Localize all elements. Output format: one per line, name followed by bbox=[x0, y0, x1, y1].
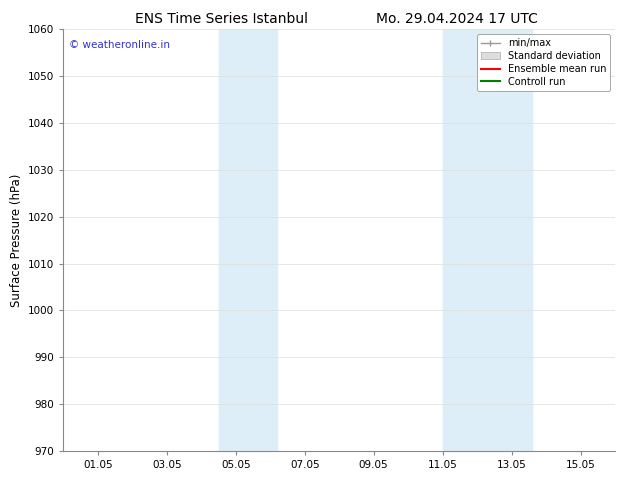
Bar bbox=[443, 29, 533, 451]
Legend: min/max, Standard deviation, Ensemble mean run, Controll run: min/max, Standard deviation, Ensemble me… bbox=[477, 34, 610, 91]
Text: Mo. 29.04.2024 17 UTC: Mo. 29.04.2024 17 UTC bbox=[375, 12, 538, 26]
Text: © weatheronline.in: © weatheronline.in bbox=[69, 40, 170, 50]
Text: ENS Time Series Istanbul: ENS Time Series Istanbul bbox=[136, 12, 308, 26]
Bar bbox=[219, 29, 277, 451]
Y-axis label: Surface Pressure (hPa): Surface Pressure (hPa) bbox=[10, 173, 23, 307]
